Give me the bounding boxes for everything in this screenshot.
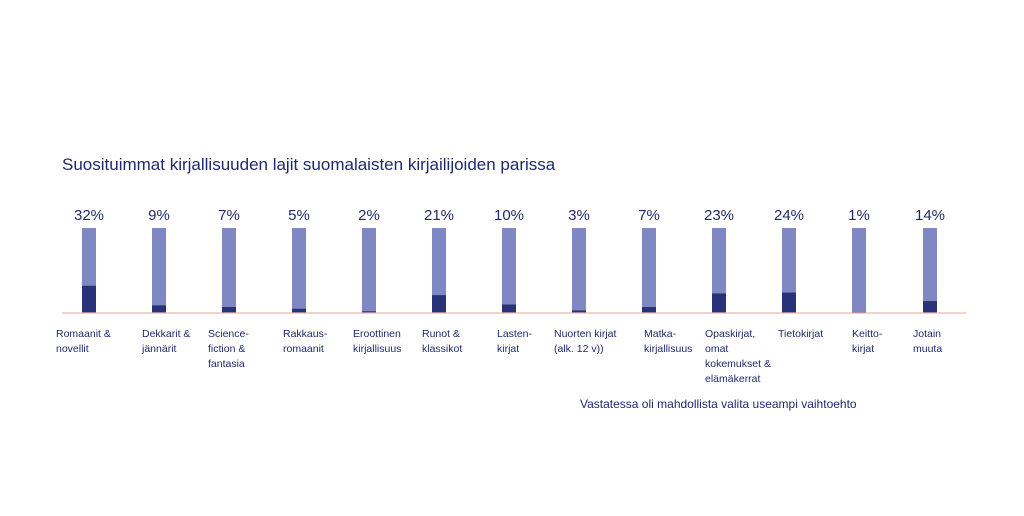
chart-note: Vastatessa oli mahdollista valita useamp… <box>580 397 857 411</box>
bar-value <box>152 305 166 313</box>
bar-background <box>852 228 866 313</box>
bar-value <box>82 285 96 313</box>
bar-background <box>923 228 937 313</box>
data-label: 24% <box>774 207 804 224</box>
bar-background <box>782 228 796 313</box>
chart-title: Suosituimmat kirjallisuuden lajit suomal… <box>62 155 556 174</box>
data-label: 21% <box>424 207 454 224</box>
bar-background <box>222 228 236 313</box>
category-label: Tietokirjat <box>778 328 823 340</box>
data-label: 7% <box>638 207 660 224</box>
category-label: Opaskirjat, omat kokemukset & elämäkerrat <box>705 328 771 385</box>
data-label: 7% <box>218 207 240 224</box>
bar-value <box>923 301 937 313</box>
bar-value <box>362 311 376 313</box>
bar-value <box>502 304 516 313</box>
bar-background <box>642 228 656 313</box>
bar-value <box>782 292 796 313</box>
data-label: 9% <box>148 207 170 224</box>
data-label: 23% <box>704 207 734 224</box>
category-label: Rakkaus-romaanit <box>283 328 328 355</box>
category-label: Romaanit & novellit <box>56 328 111 355</box>
bar-background <box>712 228 726 313</box>
bar-value <box>712 293 726 313</box>
data-label: 3% <box>568 207 590 224</box>
category-label: Eroottinen kirjallisuus <box>353 328 401 355</box>
data-label: 32% <box>74 207 104 224</box>
bars-group: 32% Romaanit & novellit 9% Dekkarit & jännäri… <box>56 207 945 385</box>
category-label: Runot & klassikot <box>422 328 462 355</box>
category-label: Keitto-kirjat <box>852 328 883 355</box>
bar-background <box>572 228 586 313</box>
bar-background <box>362 228 376 313</box>
bar-value <box>572 310 586 313</box>
bar-value <box>432 295 446 313</box>
data-label: 1% <box>848 207 870 224</box>
bar-value <box>642 307 656 313</box>
bar-background <box>152 228 166 313</box>
category-label: Matka-kirjallisuus <box>644 328 692 355</box>
bar-background <box>292 228 306 313</box>
bar-background <box>502 228 516 313</box>
category-label: Dekkarit & jännärit <box>141 328 190 355</box>
bar-value <box>222 307 236 313</box>
category-label: Lasten-kirjat <box>497 328 533 355</box>
data-label: 2% <box>358 207 380 224</box>
category-label: Jotain muuta <box>913 328 942 355</box>
bar-value <box>292 308 306 313</box>
data-label: 14% <box>915 207 945 224</box>
category-label: Science-fiction & fantasia <box>208 328 249 370</box>
bar-background <box>432 228 446 313</box>
data-label: 10% <box>494 207 524 224</box>
data-label: 5% <box>288 207 310 224</box>
category-label: Nuorten kirjat (alk. 12 v)) <box>554 328 617 355</box>
